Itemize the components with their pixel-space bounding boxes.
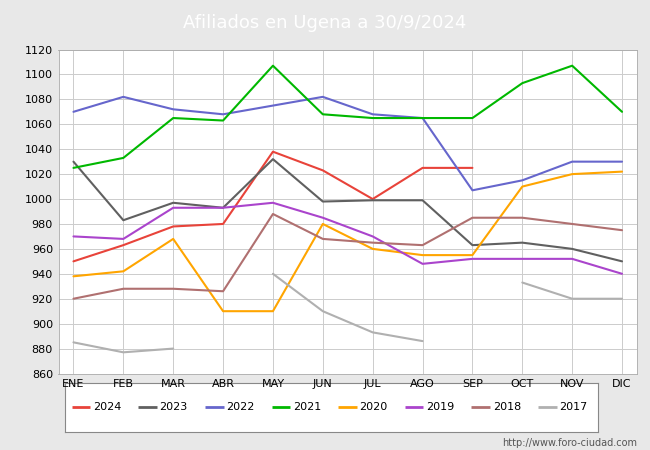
Text: http://www.foro-ciudad.com: http://www.foro-ciudad.com (502, 438, 637, 448)
Text: 2022: 2022 (226, 402, 255, 412)
Text: 2017: 2017 (560, 402, 588, 412)
Text: Afiliados en Ugena a 30/9/2024: Afiliados en Ugena a 30/9/2024 (183, 14, 467, 32)
Text: 2019: 2019 (426, 402, 454, 412)
Text: 2024: 2024 (93, 402, 122, 412)
Text: 2020: 2020 (359, 402, 388, 412)
Text: 2023: 2023 (160, 402, 188, 412)
Text: 2018: 2018 (493, 402, 521, 412)
Text: 2021: 2021 (293, 402, 321, 412)
